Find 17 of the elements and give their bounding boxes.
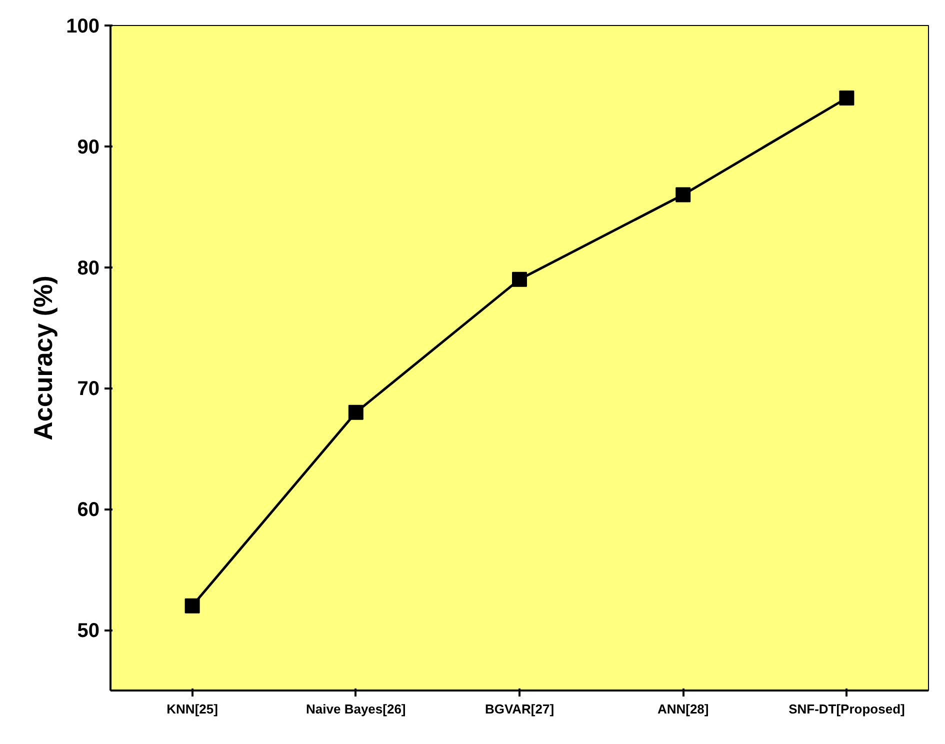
x-tick-label: KNN[25] <box>166 702 218 716</box>
point <box>348 404 364 420</box>
point <box>676 187 691 202</box>
point <box>839 90 854 106</box>
y-tick-label: 70 <box>77 378 100 400</box>
point <box>512 272 527 287</box>
y-tick-label: 60 <box>77 499 100 522</box>
y-tick-label: 80 <box>77 257 100 280</box>
y-tick-label: 50 <box>77 620 100 642</box>
point <box>184 598 200 614</box>
y-tick-label: 100 <box>66 16 100 38</box>
x-tick-label: SNF-DT[Proposed] <box>788 702 905 716</box>
y-tick-label: 90 <box>77 136 100 158</box>
y-axis-title: Accuracy (%) <box>28 276 58 440</box>
x-tick-label: BGVAR[27] <box>484 702 554 716</box>
x-tick-label: Naive Bayes[26] <box>306 702 406 716</box>
x-tick-label: ANN[28] <box>657 702 709 716</box>
